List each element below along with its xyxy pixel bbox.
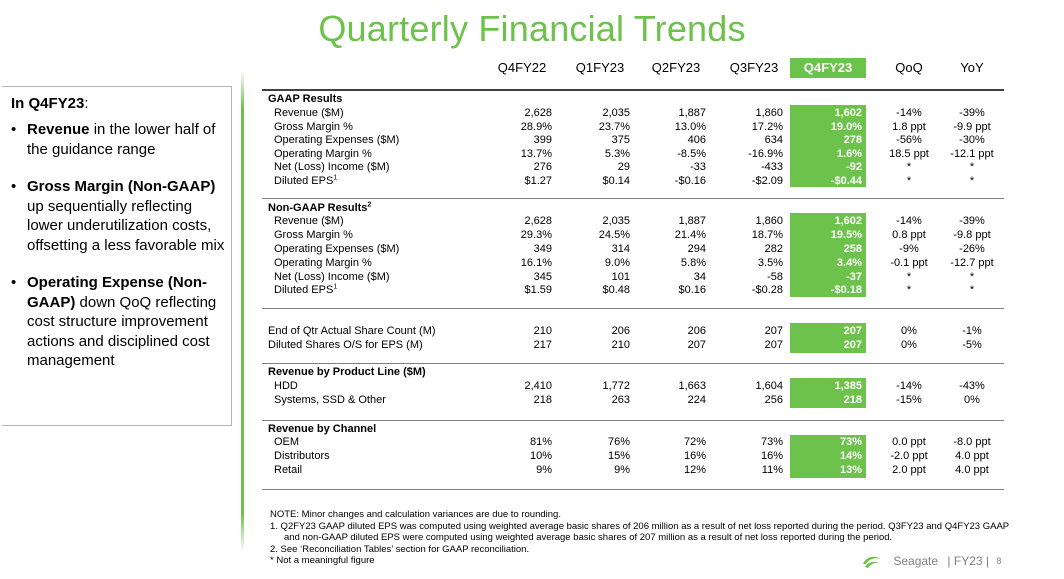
divider-line: [241, 70, 244, 552]
highlight-product: [790, 378, 866, 408]
highlight-nongaap: [790, 213, 866, 297]
col-header-q3fy23: Q3FY23: [729, 60, 779, 75]
highlight-channel: [790, 435, 866, 478]
bullet-operating-expense: Operating Expense (Non-GAAP) down QoQ re…: [11, 273, 231, 371]
footer-brand: Seagate: [893, 554, 939, 568]
note-1: 1. Q2FY23 GAAP diluted EPS was computed …: [270, 520, 1010, 532]
col-header-q4fy23: Q4FY23: [790, 58, 866, 78]
col-header-q4fy22: Q4FY22: [497, 60, 547, 75]
note-1-cont: and non-GAAP diluted EPS were computed u…: [284, 532, 893, 543]
highlights-panel: In Q4FY23: Revenue in the lower half of …: [2, 86, 232, 426]
note-2: 2. See ‘Reconciliation Tables’ section f…: [270, 543, 530, 555]
highlight-shares: [790, 323, 866, 353]
rule: [262, 198, 1004, 199]
footnotes: NOTE: Minor changes and calculation vari…: [270, 509, 1060, 567]
footer: Seagate | FY23 | 8: [860, 552, 1001, 570]
col-header-qoq: QoQ: [895, 60, 923, 75]
rule-bottom: [262, 489, 1004, 490]
bullet-revenue: Revenue in the lower half of the guidanc…: [11, 120, 231, 159]
seagate-logo-icon: [863, 556, 880, 568]
col-header-q2fy23: Q2FY23: [651, 60, 701, 75]
col-header-yoy: YoY: [960, 60, 984, 75]
rule: [262, 363, 1004, 364]
highlights-heading: In Q4FY23:: [11, 95, 89, 112]
rule: [262, 420, 1004, 421]
highlight-gaap: [790, 105, 866, 187]
page-title: Quarterly Financial Trends: [318, 8, 746, 49]
bullet-gross-margin: Gross Margin (Non-GAAP) up sequentially …: [11, 177, 231, 255]
footer-fy: | FY23 |: [947, 554, 989, 568]
col-header-q1fy23: Q1FY23: [575, 60, 625, 75]
rule: [262, 308, 1004, 309]
note-star: * Not a meaningful figure: [270, 555, 375, 566]
rule-top: [262, 89, 1004, 91]
note-rounding: NOTE: Minor changes and calculation vari…: [270, 509, 561, 520]
page-number: 8: [996, 556, 1002, 566]
